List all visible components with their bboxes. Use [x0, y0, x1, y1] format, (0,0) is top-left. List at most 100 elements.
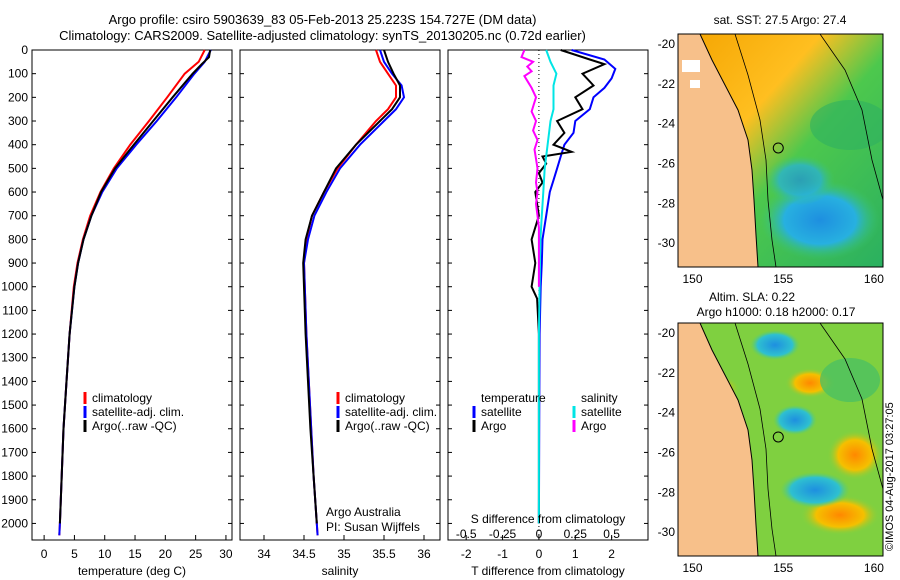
x-tick-label-temperature-profile: 25	[189, 547, 203, 561]
y-tick-label-depth: 600	[8, 185, 28, 199]
x-tick-label-salinity-profile: 35.5	[372, 547, 396, 561]
map-y-tick-label: -30	[658, 525, 676, 539]
legend-label-satellite-sal: satellite-adj. clim.	[345, 405, 437, 419]
map-y-tick-label: -28	[658, 485, 676, 499]
sla-map-image	[678, 323, 883, 556]
s-tick-label: -0.25	[489, 527, 517, 541]
map-y-tick-label: -26	[658, 445, 676, 459]
legend-label-sal-satellite: satellite	[581, 405, 622, 419]
map-x-tick-label: 150	[682, 272, 702, 286]
sla-map-title: Altim. SLA: 0.22	[709, 290, 795, 304]
chart-title-line1: Argo profile: csiro 5903639_83 05-Feb-20…	[108, 12, 537, 27]
sla-map-float-marker	[772, 431, 784, 443]
map-x-tick-label: 155	[773, 272, 793, 286]
sst-map-title: sat. SST: 27.5 Argo: 27.4	[714, 13, 847, 27]
x-tick-label-temperature-profile: 30	[219, 547, 233, 561]
s-tick-label: 0.5	[603, 527, 620, 541]
series-difference-profile-salinity-satellite	[537, 49, 558, 524]
map-y-tick-label: -22	[658, 366, 676, 380]
x-axis-label-salinity: salinity	[322, 564, 359, 578]
y-tick-label-depth: 1000	[1, 280, 28, 294]
sla-map-frame	[677, 322, 884, 557]
s-tick-label: -0.5	[456, 527, 477, 541]
legend-label-argo: Argo(..raw -QC)	[92, 419, 177, 433]
y-tick-label-depth: 1100	[2, 303, 28, 317]
sst-map-image	[678, 34, 883, 267]
legend-label-argo-sal: Argo(..raw -QC)	[345, 419, 430, 433]
series-salinity-profile-argo-raw-qc-	[302, 49, 401, 524]
x-tick-label-difference-profile: 1	[572, 547, 579, 561]
chart-title-line2: Climatology: CARS2009. Satellite-adjuste…	[59, 28, 586, 43]
y-tick-label-depth: 1200	[1, 327, 28, 341]
y-tick-label-depth: 400	[8, 138, 28, 152]
difference-panel-frame	[447, 49, 649, 541]
x-tick-label-salinity-profile: 34	[257, 547, 271, 561]
x-tick-label-temperature-profile: 5	[71, 547, 78, 561]
y-tick-label-depth: 300	[8, 114, 28, 128]
s-tick-label: 0.25	[564, 527, 588, 541]
x-tick-label-salinity-profile: 36	[417, 547, 431, 561]
map-x-tick-label: 155	[773, 561, 793, 575]
x-tick-label-salinity-profile: 35	[337, 547, 351, 561]
y-tick-label-depth: 1600	[1, 422, 28, 436]
x-axis-label-s-difference: S difference from climatology	[471, 512, 626, 526]
x-tick-label-difference-profile: 0	[536, 547, 543, 561]
y-tick-label-depth: 800	[8, 232, 28, 246]
legend-label-temp-satellite: satellite	[481, 405, 522, 419]
y-tick-label-depth: 1900	[1, 493, 28, 507]
map-y-tick-label: -28	[658, 196, 676, 210]
temperature-panel-frame	[31, 49, 233, 541]
map-y-tick-label: -22	[658, 77, 676, 91]
x-tick-label-salinity-profile: 34.5	[292, 547, 316, 561]
x-tick-label-difference-profile: 2	[608, 547, 615, 561]
sst-map-float-marker	[772, 142, 784, 154]
series-temperature-profile-argo-raw-qc-	[58, 49, 212, 524]
annotation-pi-name: PI: Susan Wijffels	[326, 520, 420, 534]
map-y-tick-label: -26	[658, 156, 676, 170]
y-tick-label-depth: 1500	[1, 398, 28, 412]
y-tick-label-depth: 900	[8, 256, 28, 270]
series-temperature-profile-satellite-adj-clim-	[58, 49, 212, 536]
map-x-tick-label: 160	[864, 272, 884, 286]
map-y-tick-label: -24	[658, 117, 676, 131]
legend-label-climatology: climatology	[92, 391, 152, 405]
x-tick-label-temperature-profile: 0	[41, 547, 48, 561]
x-tick-label-difference-profile: -2	[461, 547, 472, 561]
x-axis-label-t-difference: T difference from climatology	[471, 564, 625, 578]
x-tick-label-difference-profile: -1	[497, 547, 508, 561]
x-axis-label-temperature: temperature (deg C)	[78, 564, 186, 578]
map-y-tick-label: -24	[658, 406, 676, 420]
y-tick-label-depth: 0	[21, 43, 28, 57]
map-y-tick-label: -30	[658, 236, 676, 250]
series-difference-profile-temperature-satellite	[537, 49, 617, 524]
salinity-panel-frame	[239, 49, 441, 541]
sla-map-subtitle: Argo h1000: 0.18 h2000: 0.17	[697, 305, 856, 319]
y-tick-label-depth: 1700	[1, 445, 28, 459]
y-tick-label-depth: 500	[8, 161, 28, 175]
annotation-argo-australia: Argo Australia	[326, 505, 401, 519]
legend-label-temp-argo: Argo	[481, 419, 507, 433]
series-temperature-profile-climatology	[58, 49, 206, 536]
legend-label-climatology-sal: climatology	[345, 391, 405, 405]
y-tick-label-depth: 100	[8, 67, 28, 81]
y-tick-label-depth: 200	[8, 90, 28, 104]
y-tick-label-depth: 1400	[1, 374, 28, 388]
map-x-tick-label: 160	[864, 561, 884, 575]
x-tick-label-temperature-profile: 10	[98, 547, 112, 561]
imos-timestamp: ©IMOS 04-Aug-2017 03:27:05	[884, 402, 896, 551]
legend-title-salinity: salinity	[581, 391, 618, 405]
legend-title-temperature: temperature	[481, 391, 546, 405]
map-y-tick-label: -20	[658, 37, 676, 51]
series-difference-profile-temperature-argo	[530, 49, 608, 524]
legend-label-sal-argo: Argo	[581, 419, 607, 433]
map-y-tick-label: -20	[658, 326, 676, 340]
map-x-tick-label: 150	[682, 561, 702, 575]
legend-label-satellite: satellite-adj. clim.	[92, 405, 184, 419]
series-salinity-profile-satellite-adj-clim-	[302, 49, 406, 536]
y-tick-label-depth: 1800	[1, 469, 28, 483]
x-tick-label-temperature-profile: 20	[159, 547, 173, 561]
sst-map-frame	[677, 33, 884, 268]
x-tick-label-temperature-profile: 15	[128, 547, 142, 561]
y-tick-label-depth: 700	[8, 209, 28, 223]
